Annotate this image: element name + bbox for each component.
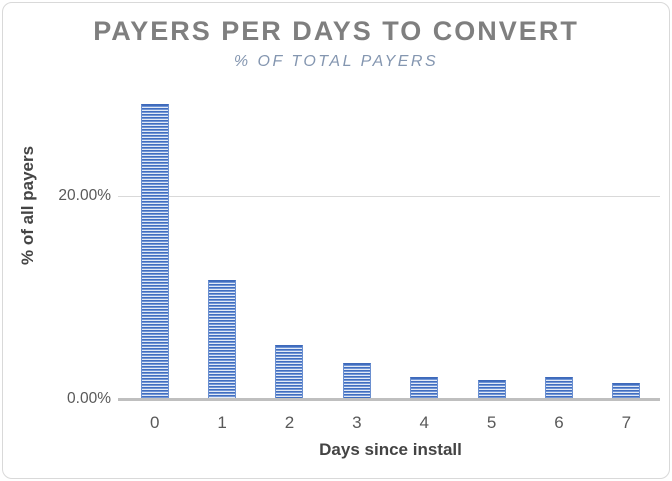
bar-day-6 [544,376,573,398]
bar-day-4 [410,376,439,398]
x-tick-label-1: 1 [217,413,227,432]
x-tick-label-6: 6 [554,413,564,432]
chart-title: PAYERS PER DAYS TO CONVERT [93,16,579,46]
chart-subtitle: % OF TOTAL PAYERS [233,53,439,70]
x-tick-label-4: 4 [419,413,429,432]
y-axis-title: % of all payers [18,145,37,265]
x-tick-label-7: 7 [621,413,632,432]
x-axis-title: Days since install [319,440,462,459]
bar-day-0 [140,104,169,398]
bar-day-1 [208,280,237,398]
x-tick-label-2: 2 [284,413,295,432]
y-tick-label: 20.00% [58,187,111,205]
gridline-20 [118,195,660,197]
x-axis-line [118,398,660,401]
x-tick-label-0: 0 [149,413,160,432]
x-tick-label-3: 3 [352,413,362,432]
bar-day-5 [477,379,506,398]
bar-day-2 [275,345,304,398]
y-tick-label: 0.00% [67,390,111,407]
bar-day-3 [342,362,371,398]
plot-area: Days since install 0.00% 20.00% 0 1 2 3 4 5 6 7 [58,95,660,459]
bar-day-7 [612,382,641,398]
x-tick-label-5: 5 [486,413,497,432]
